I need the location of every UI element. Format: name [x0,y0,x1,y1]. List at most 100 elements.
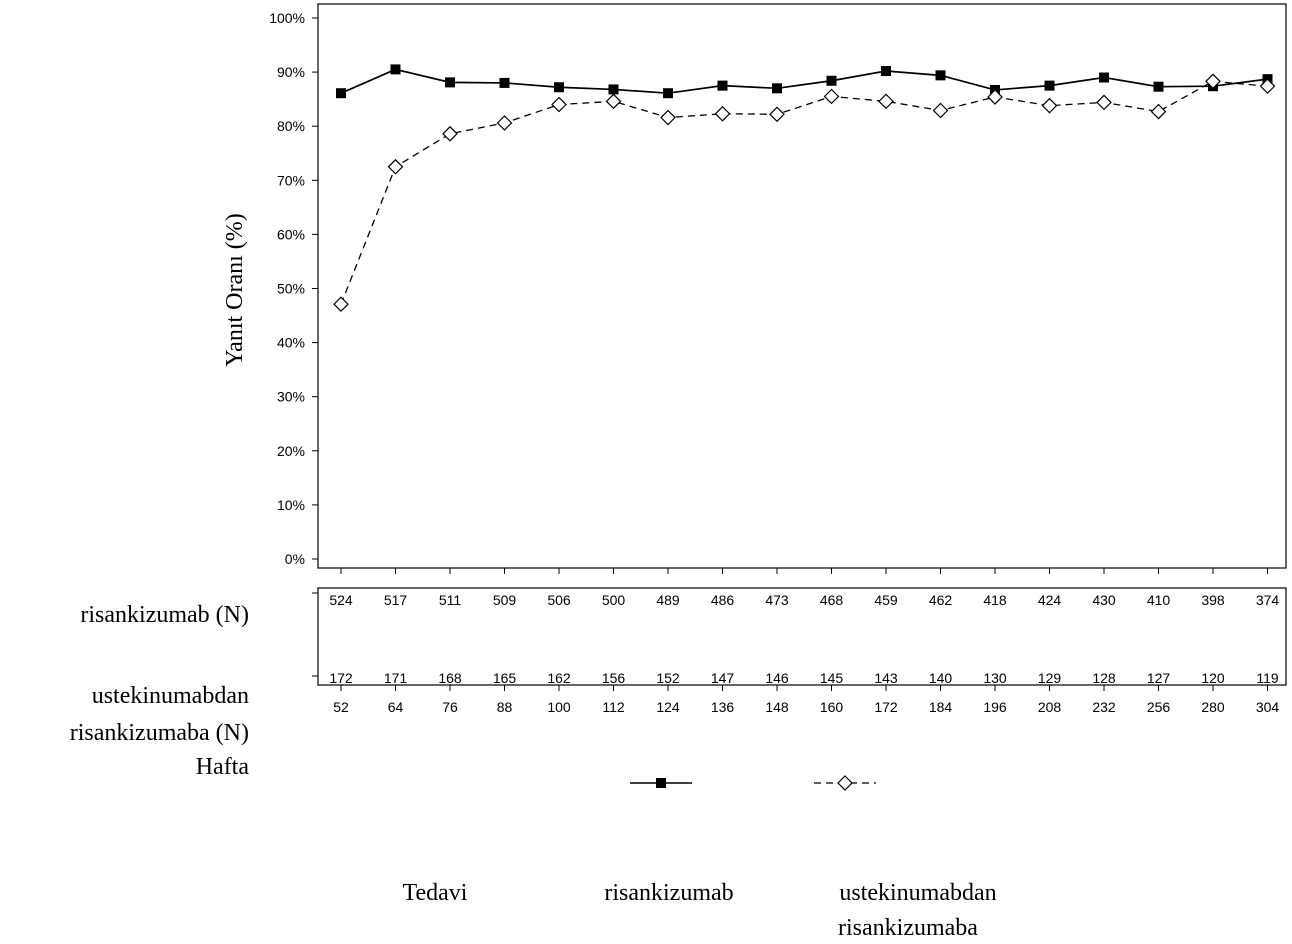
series-markers [333,64,1276,313]
x-tick-label: 184 [929,699,953,715]
data-point-risankizumab [1044,80,1055,91]
data-point-ustekinumab [1096,94,1112,111]
data-point-risankizumab [717,80,728,91]
data-point-risankizumab [608,84,619,95]
data-point-ustekinumab [987,89,1003,105]
y-tick-label: 40% [277,335,305,351]
data-point-ustekinumab [387,158,404,175]
risk-row-label-ustekinumab-line1: ustekinumabdan [92,683,249,709]
x-tick-label: 172 [874,699,898,715]
data-point-risankizumab [499,77,510,88]
y-tick-label: 80% [277,118,305,134]
x-tick-label: 124 [656,699,680,715]
risk-table-cell: 128 [1092,670,1116,686]
legend-swatch-risankizumab-marker [656,778,666,788]
risk-table-cell: 517 [384,592,408,608]
risk-table-cell: 172 [329,670,353,686]
series-line-1 [340,80,1268,305]
x-tick-label: 232 [1092,699,1116,715]
x-tick-label: 88 [497,699,513,715]
legend-label-ustekinumab-line2: risankizumaba [838,915,978,941]
y-tick-label: 30% [277,389,305,405]
risk-table-cell: 511 [439,592,462,608]
x-tick-label: 304 [1256,699,1280,715]
risk-table-cell: 489 [656,592,680,608]
risk-table-cell: 506 [547,592,571,608]
x-tick-label: 148 [765,699,789,715]
x-tick-label: 256 [1147,699,1171,715]
risk-table-cell: 129 [1038,670,1062,686]
data-point-ustekinumab [333,296,349,313]
legend-title: Tedavi [403,880,468,906]
legend: Tedavi risankizumab ustekinumabdan risan… [403,775,997,941]
data-point-risankizumab [772,83,782,94]
y-tick-label: 70% [277,172,305,188]
risk-table-cell: 162 [547,670,571,686]
x-tick-label: 76 [442,699,458,715]
risk-table-cell: 509 [493,592,517,608]
risk-table-cell: 500 [602,592,626,608]
x-axis: 52 64 76 88 100 112 124 136 148 160 172 184 196 208 23… [333,568,1279,715]
data-point-risankizumab [390,64,401,75]
data-point-ustekinumab [605,93,622,110]
data-point-ustekinumab [1041,97,1058,114]
risk-row-label-risankizumab: risankizumab (N) [80,602,249,628]
risk-table-cell: 418 [983,592,1007,608]
x-tick-label: 280 [1201,699,1225,715]
risk-table-cell: 165 [493,670,517,686]
risk-table-cell: 171 [384,670,408,686]
risk-table: 524 517 511 509 506 500 489 486 473 468 459 462 418 4… [312,592,1279,686]
risk-table-cell: 486 [711,592,735,608]
y-tick-label: 20% [277,443,305,459]
data-point-risankizumab [1153,81,1164,92]
legend-label-risankizumab: risankizumab [604,880,733,906]
risk-table-cell: 119 [1256,670,1279,686]
series-line-0 [340,68,1268,95]
risk-table-cell: 127 [1147,670,1171,686]
risk-table-cell: 152 [656,670,680,686]
data-point-ustekinumab [551,96,567,113]
risk-table-cell: 410 [1147,592,1171,608]
y-axis-title: Yanıt Oranı (%) [222,213,248,367]
risk-table-cell: 146 [765,670,789,686]
risk-table-cell: 120 [1201,670,1225,686]
risk-table-cell: 473 [765,592,789,608]
risk-table-cell: 168 [438,670,462,686]
y-tick-label: 100% [269,10,305,26]
risk-table-cell: 147 [711,670,735,686]
data-point-ustekinumab [496,115,513,131]
x-tick-label: 208 [1038,699,1062,715]
data-point-ustekinumab [878,93,894,110]
risk-table-cell: 468 [820,592,844,608]
y-tick-label: 0% [285,551,305,567]
x-axis-title: Hafta [196,754,250,780]
data-point-risankizumab [445,77,455,88]
x-tick-label: 52 [333,699,349,715]
risk-table-cell: 145 [820,670,844,686]
risk-table-cell: 130 [983,670,1007,686]
series-lines [340,68,1268,305]
y-axis: 0% 10% 20% 30% 40% 50% 60% 70% 80% 90% 100% [269,10,318,567]
risk-table-cell: 459 [874,592,898,608]
data-point-ustekinumab [1259,78,1276,95]
risk-table-cell: 462 [929,592,953,608]
plot-frame [317,3,1287,569]
data-point-ustekinumab [932,102,949,119]
data-point-ustekinumab [1205,73,1221,90]
risk-table-cell: 143 [874,670,898,686]
legend-swatch-ustekinumab-marker [837,775,853,791]
y-tick-label: 10% [277,497,305,513]
risk-table-cell: 374 [1256,592,1280,608]
data-point-risankizumab [663,88,673,99]
data-point-ustekinumab [1150,103,1167,120]
data-point-ustekinumab [823,88,840,105]
data-point-ustekinumab [442,125,458,142]
risk-table-cell: 156 [602,670,626,686]
risk-table-frame [317,587,1287,686]
data-point-risankizumab [881,66,891,77]
data-point-risankizumab [826,75,837,86]
risk-table-cell: 424 [1038,592,1062,608]
y-tick-label: 60% [277,226,305,242]
x-tick-label: 136 [711,699,735,715]
